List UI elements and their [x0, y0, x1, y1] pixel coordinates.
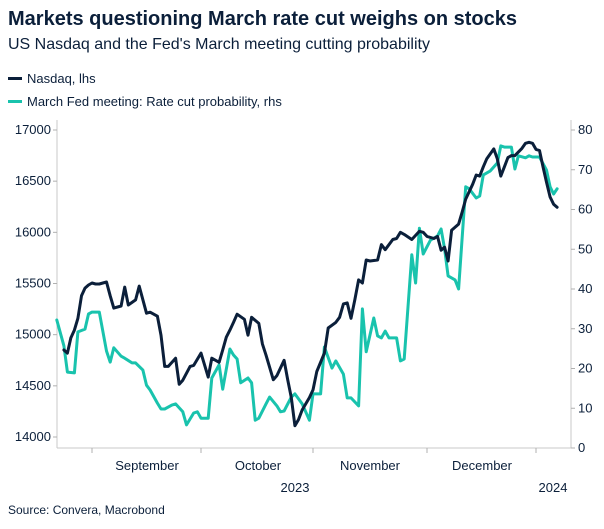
left-tick-label: 14000	[15, 429, 51, 444]
legend-swatch-rate-cut	[8, 100, 22, 103]
x-year-label: 2023	[281, 480, 310, 495]
right-tick-label: 30	[578, 321, 592, 336]
right-tick-label: 60	[578, 202, 592, 217]
series-line-nasdaq	[62, 140, 559, 428]
right-tick-label: 80	[578, 122, 592, 137]
legend-swatch-nasdaq	[8, 77, 22, 80]
x-tick-label: November	[340, 458, 401, 473]
legend-item-rate-cut: March Fed meeting: Rate cut probability,…	[8, 94, 282, 109]
right-tick-label: 40	[578, 281, 592, 296]
legend-label-nasdaq: Nasdaq, lhs	[27, 71, 96, 86]
source-note: Source: Convera, Macrobond	[8, 503, 165, 517]
x-tick-label: December	[452, 458, 513, 473]
left-tick-label: 16500	[15, 173, 51, 188]
right-tick-label: 70	[578, 162, 592, 177]
x-tick-label: October	[235, 458, 282, 473]
left-tick-label: 15500	[15, 276, 51, 291]
chart-title: Markets questioning March rate cut weigh…	[8, 8, 518, 30]
right-tick-label: 10	[578, 400, 592, 415]
x-year-label: 2024	[539, 480, 568, 495]
legend-label-rate-cut: March Fed meeting: Rate cut probability,…	[27, 94, 282, 109]
left-tick-label: 15000	[15, 327, 51, 342]
legend-item-nasdaq: Nasdaq, lhs	[8, 71, 96, 86]
series-line-rate-cut-probability	[55, 144, 559, 427]
left-tick-label: 16000	[15, 224, 51, 239]
x-tick-label: September	[115, 458, 179, 473]
left-tick-label: 17000	[15, 122, 51, 137]
chart-subtitle: US Nasdaq and the Fed's March meeting cu…	[8, 36, 430, 53]
right-tick-label: 50	[578, 241, 592, 256]
right-tick-label: 20	[578, 361, 592, 376]
left-tick-label: 14500	[15, 378, 51, 393]
right-tick-label: 0	[578, 440, 585, 455]
